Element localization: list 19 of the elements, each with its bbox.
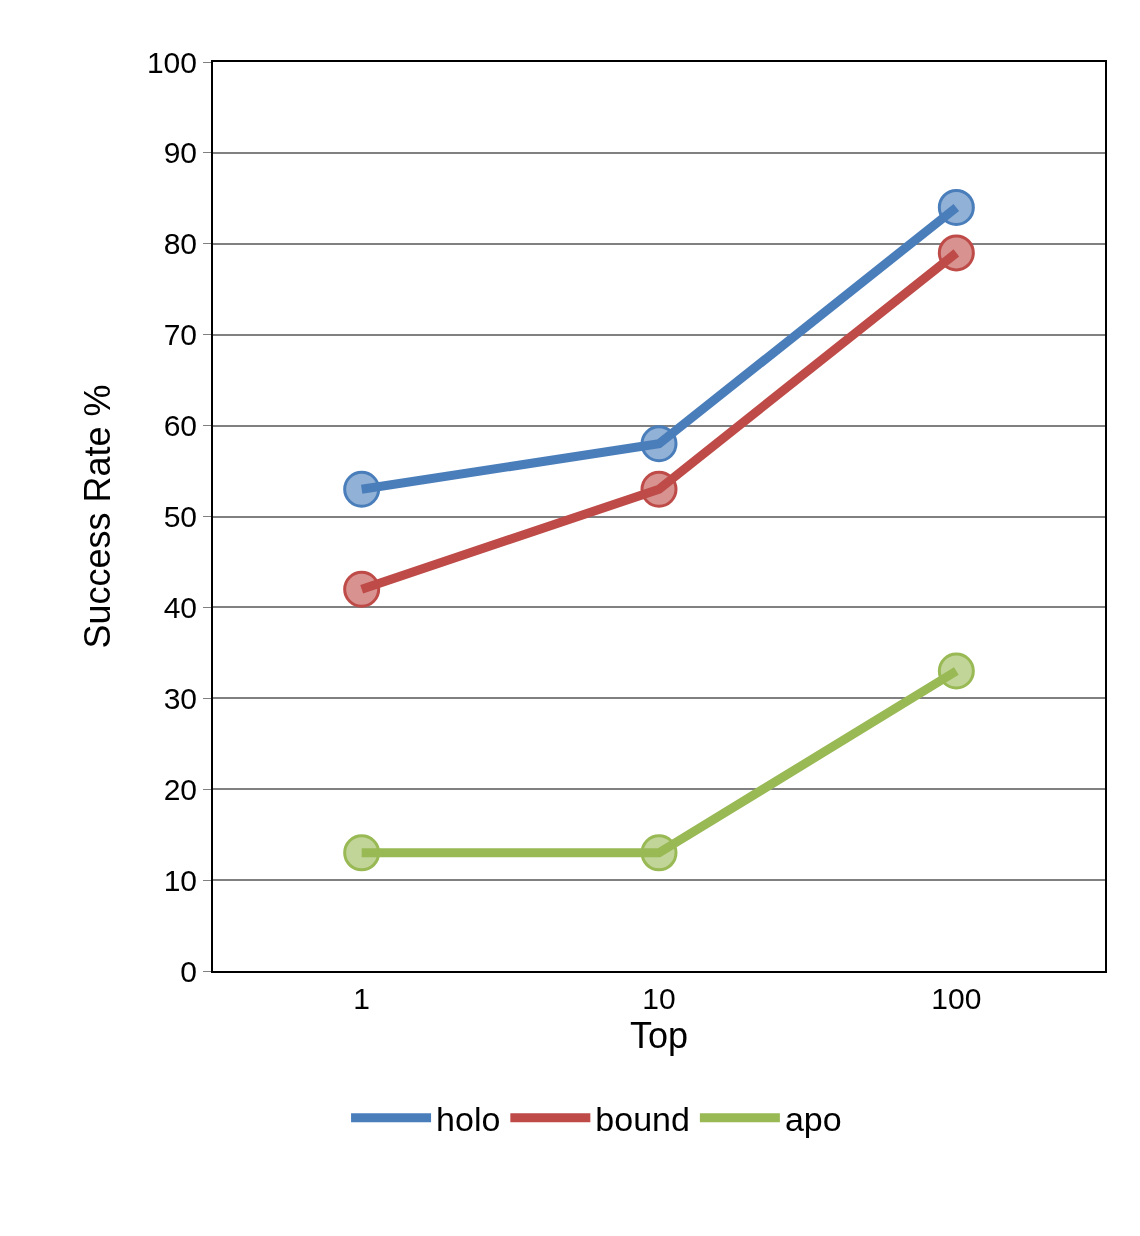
- y-tick-label: 70: [163, 318, 197, 352]
- y-tick-label: 60: [163, 409, 197, 443]
- y-tick-label: 100: [146, 45, 197, 79]
- y-tick-label: 30: [163, 681, 197, 715]
- y-tick-label: 90: [163, 136, 197, 170]
- y-tick-label: 10: [163, 863, 197, 897]
- y-tick-label: 80: [163, 227, 197, 261]
- y-axis-title: Success Rate %: [77, 384, 119, 649]
- y-tick-label: 20: [163, 772, 197, 806]
- y-tick-label: 0: [180, 954, 197, 988]
- legend-label: bound: [595, 1100, 690, 1139]
- x-tick-label: 100: [931, 982, 982, 1015]
- x-tick-label: 10: [642, 982, 676, 1015]
- y-tick-label: 40: [163, 590, 197, 624]
- legend-label: holo: [436, 1100, 501, 1139]
- x-axis-title: Top: [629, 1015, 689, 1056]
- y-tick-label: 50: [163, 500, 197, 533]
- x-tick-label: 1: [353, 982, 371, 1015]
- legend-label: apo: [784, 1100, 842, 1139]
